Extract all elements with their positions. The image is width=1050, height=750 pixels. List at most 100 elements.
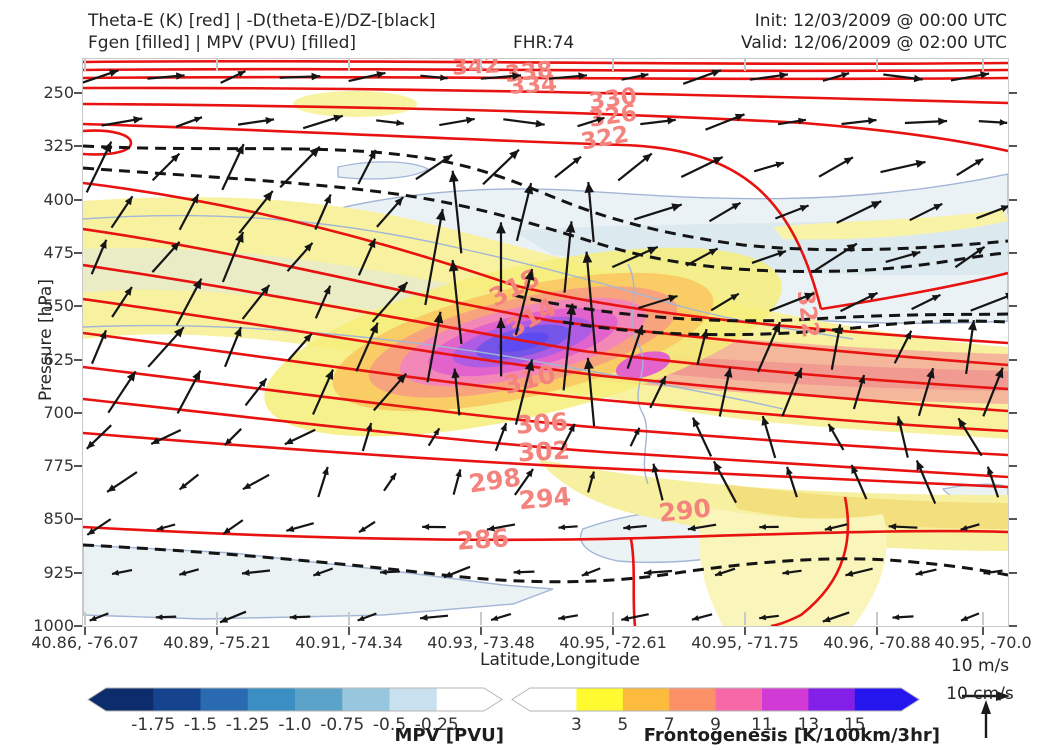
wind-arrow	[289, 614, 297, 621]
y-tick-mark	[74, 625, 82, 627]
y-tick-label: 1000	[33, 616, 74, 635]
wind-arrow	[466, 116, 475, 124]
wind-arrow	[99, 239, 107, 249]
wind-arrow	[578, 72, 587, 80]
wind-arrow	[424, 208, 444, 306]
colorbar-cell	[342, 688, 390, 711]
colorbar-outline	[512, 688, 530, 711]
wind-arrow	[284, 437, 294, 445]
y-tick-mark-right	[1009, 625, 1017, 627]
wind-arrow	[558, 524, 566, 531]
theta-e-contour-label: 342	[451, 59, 500, 81]
wind-arrow	[916, 460, 925, 471]
y-tick-mark	[74, 305, 82, 308]
x-inner-tick-top	[612, 58, 614, 71]
x-inner-tick-bottom	[348, 612, 350, 625]
figure-title: Theta-E (K) [red] | -D(theta-E)/DZ-[blac…	[88, 10, 436, 54]
y-tick-label: 775	[43, 456, 74, 476]
wind-arrow	[896, 416, 904, 426]
wind-arrow	[107, 484, 116, 492]
colorbar-cell	[153, 688, 201, 711]
y-tick-mark	[74, 145, 82, 148]
wind-arrow	[179, 482, 187, 490]
wind-arrow	[420, 614, 428, 621]
x-inner-tick-bottom	[480, 612, 482, 625]
wind-arrow	[834, 324, 843, 335]
x-tick-mark	[216, 627, 218, 635]
wind-arrow	[975, 246, 985, 255]
wind-arrow	[426, 311, 442, 383]
y-tick-label: 625	[43, 349, 74, 369]
wind-arrow	[974, 158, 984, 166]
wind-arrow	[995, 367, 1004, 379]
wind-arrow	[858, 375, 866, 384]
init-valid-times: Init: 12/03/2009 @ 00:00 UTC Valid: 12/0…	[741, 10, 1007, 54]
wind-arrow	[759, 524, 766, 530]
colorbar-outline	[511, 687, 921, 712]
y-tick-label: 325	[43, 136, 74, 156]
wind-arrow	[958, 418, 967, 429]
wind-arrow	[124, 287, 132, 296]
wind-arrow	[692, 417, 701, 428]
wind-arrow	[192, 278, 202, 290]
wind-arrow	[514, 359, 534, 425]
wind-arrow	[782, 569, 790, 576]
wind-arrow	[263, 190, 273, 202]
wind-arrow	[151, 437, 160, 444]
wind-arrow	[983, 569, 991, 576]
wind-arrow	[566, 303, 577, 315]
wind-arrow	[647, 246, 658, 255]
y-tick-label: 400	[43, 189, 74, 209]
wind-arrow	[701, 329, 709, 339]
wind-arrow	[365, 423, 373, 432]
wind-arrow	[824, 525, 833, 532]
wind-arrow	[311, 72, 321, 81]
wind-arrow	[357, 615, 365, 621]
colorbar-cell	[106, 688, 154, 711]
x-inner-tick-top	[348, 58, 350, 71]
wind-arrow	[535, 119, 545, 128]
wind-arrow	[558, 614, 566, 621]
colorbar-outline	[484, 688, 502, 711]
y-tick-mark	[74, 92, 82, 94]
wind-arrow	[219, 616, 229, 623]
colorbar-cell	[530, 688, 577, 711]
theta-e-contour-label: 322	[579, 122, 631, 156]
y-tick-mark-right	[1009, 305, 1017, 308]
wind-arrow	[562, 303, 574, 391]
wind-arrow	[712, 157, 723, 165]
colorbar-outline	[87, 687, 503, 712]
x-inner-tick-bottom	[84, 612, 86, 625]
x-tick-label: 40.86, -76.07	[31, 633, 139, 652]
wind-arrow	[192, 370, 201, 381]
wind-arrow	[581, 570, 589, 576]
x-tick-mark	[744, 627, 746, 635]
valid-time: Valid: 12/06/2009 @ 02:00 UTC	[741, 33, 1007, 53]
wind-arrow	[779, 71, 789, 80]
wind-arrow	[585, 251, 597, 353]
x-tick-mark	[876, 627, 878, 635]
wind-arrow	[589, 471, 595, 479]
x-tick-mark	[612, 627, 614, 635]
wind-arrow	[846, 243, 857, 253]
wind-arrow	[775, 161, 784, 169]
wind-arrow	[786, 466, 793, 476]
wind-arrow	[496, 317, 506, 329]
wind-arrow	[451, 368, 460, 379]
wind-arrow	[194, 116, 203, 123]
wind-arrow	[108, 69, 119, 77]
wind-arrow	[486, 525, 495, 532]
y-tick-mark-right	[1009, 358, 1017, 361]
wind-vector-layer	[83, 69, 1008, 624]
wind-arrow	[586, 357, 596, 427]
wind-arrow	[323, 285, 331, 295]
wind-arrow	[223, 527, 231, 534]
wind-arrow	[260, 285, 270, 295]
colorbar-cell	[247, 688, 296, 711]
colorbar-outline	[901, 688, 920, 711]
wind-arrow	[126, 371, 136, 382]
colorbar-tick-label: -1.75	[131, 715, 175, 735]
wind-arrow	[708, 248, 718, 256]
